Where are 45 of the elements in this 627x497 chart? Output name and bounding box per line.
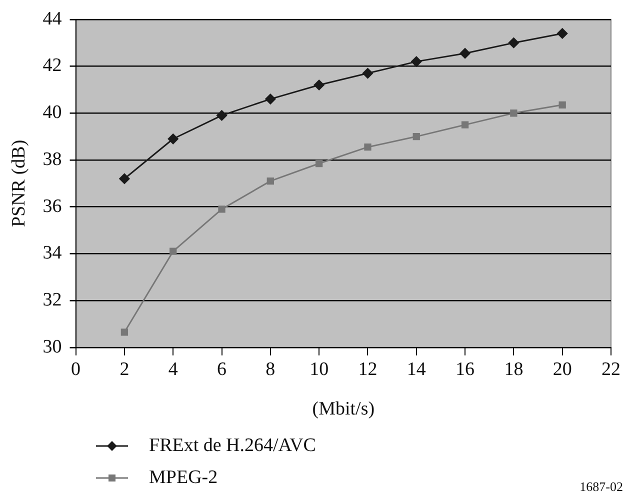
x-tick-label: 16: [456, 358, 475, 380]
y-tick-label: 30: [42, 336, 62, 358]
x-tick-label: 6: [217, 358, 227, 380]
point: [364, 144, 372, 151]
x-tick-label: 0: [71, 358, 81, 380]
y-tick-label: 32: [42, 290, 62, 311]
x-tick-label: 10: [310, 358, 329, 380]
point: [265, 94, 276, 104]
x-tick-label: 4: [168, 358, 178, 380]
point: [315, 160, 323, 168]
x-tick-label: 18: [504, 358, 524, 380]
point: [218, 206, 226, 213]
point: [411, 56, 422, 67]
point: [314, 80, 324, 90]
y-tick-label: 44: [42, 8, 62, 30]
y-axis-title: PSNR (dB): [8, 140, 30, 227]
point: [362, 68, 373, 79]
point: [460, 48, 470, 59]
point: [461, 121, 469, 128]
x-tick-label: 20: [552, 358, 572, 380]
point: [170, 248, 177, 255]
point: [119, 173, 130, 184]
x-tick-label: 12: [358, 358, 378, 380]
point: [508, 38, 519, 48]
point: [558, 101, 566, 108]
point: [266, 177, 274, 185]
point: [168, 134, 178, 144]
y-tick-label: 36: [42, 196, 62, 217]
point: [216, 110, 228, 121]
point: [412, 132, 420, 140]
point: [557, 28, 568, 39]
x-tick-label: 14: [406, 358, 426, 380]
point: [120, 328, 128, 336]
x-tick-label: 22: [602, 358, 620, 380]
y-tick-label: 38: [42, 148, 62, 170]
y-tick-label: 40: [42, 102, 62, 124]
x-tick-label: 8: [266, 358, 276, 380]
x-tick-label: 2: [120, 358, 130, 380]
y-tick-label: 42: [42, 55, 62, 76]
y-tick-label: 34: [42, 242, 62, 264]
legend-label: FRExt de H.264/AVC: [149, 435, 316, 457]
point: [510, 110, 518, 117]
legend-label: MPEG-2: [149, 467, 218, 489]
x-axis-title: (Mbit/s): [312, 398, 375, 420]
text: 1687-02: [580, 479, 623, 495]
